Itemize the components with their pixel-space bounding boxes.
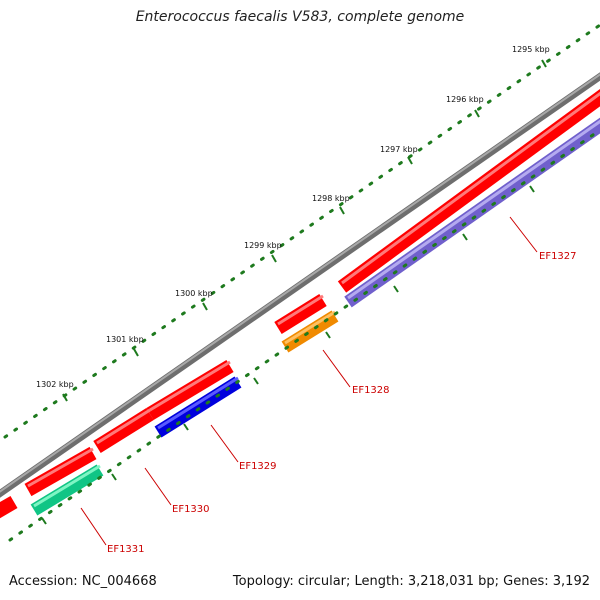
genome-info-text: Topology: circular; Length: 3,218,031 bp… — [232, 574, 590, 589]
forward-strand — [0, 88, 600, 519]
gene-label-ef1328[interactable]: EF1328 — [352, 385, 390, 396]
kbp-label: 1302 kbp — [36, 380, 74, 389]
genome-backbone — [0, 72, 600, 498]
gene-ef1327[interactable] — [344, 117, 600, 308]
map-title: Enterococcus faecalis V583, complete gen… — [135, 9, 465, 25]
gene-label-ef1327[interactable]: EF1327 — [539, 251, 577, 262]
kbp-label: 1295 kbp — [512, 45, 550, 54]
major-tick — [271, 254, 277, 263]
forward-gene-block — [337, 88, 600, 293]
callouts — [80, 216, 538, 546]
callout-ef1329 — [210, 424, 239, 463]
forward-gene-block — [146, 359, 234, 421]
inner-tick — [393, 285, 399, 293]
kbp-label: 1299 kbp — [244, 241, 282, 250]
callout-ef1330 — [144, 467, 172, 506]
callout-ef1327 — [509, 216, 538, 253]
major-tick — [202, 302, 208, 311]
major-tick — [62, 393, 68, 402]
kbp-label: 1297 kbp — [380, 145, 418, 154]
callout-ef1328 — [322, 349, 351, 388]
kbp-label: 1300 kbp — [175, 289, 213, 298]
kbp-labels: 1295 kbp 1296 kbp 1297 kbp 1298 kbp 1299… — [36, 45, 550, 389]
forward-gene-block — [93, 408, 154, 453]
gene-ef1331[interactable] — [30, 464, 104, 516]
kbp-label: 1298 kbp — [312, 194, 350, 203]
kbp-label: 1296 kbp — [446, 95, 484, 104]
gene-labels: EF1327 EF1328 EF1329 EF1330 EF1331 — [107, 251, 577, 555]
kbp-label: 1301 kbp — [106, 335, 144, 344]
outer-ruler — [3, 23, 600, 439]
major-tick — [339, 206, 345, 215]
inner-ruler — [8, 128, 600, 542]
inner-tick — [111, 473, 117, 481]
inner-tick — [253, 377, 259, 385]
gene-ef1329[interactable] — [154, 376, 242, 438]
inner-tick — [41, 517, 47, 525]
major-tick — [541, 59, 547, 68]
forward-gene-block — [274, 294, 327, 334]
inner-tick — [529, 185, 535, 193]
callout-ef1331 — [80, 507, 107, 546]
major-tick — [407, 156, 413, 165]
forward-gene-block — [0, 495, 18, 519]
major-tick — [474, 109, 480, 118]
forward-gene-block — [24, 446, 97, 497]
major-tick — [133, 348, 139, 357]
inner-tick — [183, 423, 189, 431]
accession-text: Accession: NC_004668 — [9, 574, 157, 589]
inner-tick — [462, 233, 468, 241]
reverse-strand — [30, 117, 600, 516]
gene-label-ef1329[interactable]: EF1329 — [239, 461, 277, 472]
gene-label-ef1331[interactable]: EF1331 — [107, 544, 145, 555]
gene-label-ef1330[interactable]: EF1330 — [172, 504, 210, 515]
inner-tick — [325, 331, 331, 339]
